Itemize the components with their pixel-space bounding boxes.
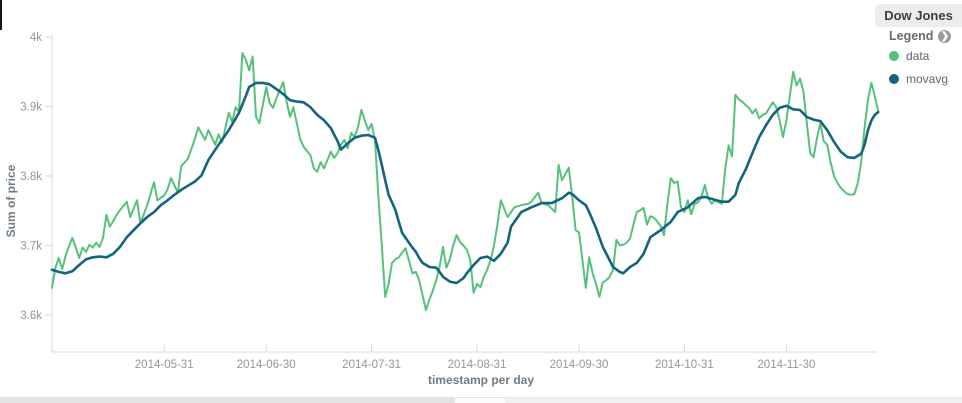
legend-item-movavg[interactable]: movavg	[889, 69, 948, 88]
legend-toggle[interactable]: Legend ❯	[889, 29, 952, 43]
legend: data movavg	[889, 46, 948, 92]
screen-edge-artifact	[0, 0, 2, 30]
x-tick-label: 2014-06-30	[237, 359, 296, 371]
y-tick-label: 3.6k	[20, 310, 42, 322]
y-tick-label: 3.7k	[20, 241, 42, 253]
legend-item-label: movavg	[906, 71, 949, 86]
x-tick-label: 2014-08-31	[448, 359, 507, 371]
legend-collapse-arrow-icon[interactable]: ❯	[938, 29, 952, 43]
x-tick-label: 2014-07-31	[342, 359, 401, 371]
y-tick-label: 3.8k	[20, 171, 42, 183]
series-line-data[interactable]	[51, 52, 880, 312]
legend-item-data[interactable]: data	[889, 46, 948, 65]
data-series-color-dot-icon	[889, 50, 899, 61]
x-tick-label: 2014-10-31	[655, 359, 714, 371]
x-axis-title: timestamp per day	[427, 373, 535, 387]
horizontal-scrollbar[interactable]	[0, 397, 962, 403]
x-tick-label: 2014-05-31	[135, 359, 194, 371]
y-axis-title: Sum of price	[4, 164, 18, 238]
scrollbar-thumb[interactable]	[0, 398, 455, 403]
legend-item-label: data	[906, 48, 930, 63]
chart-title: Dow Jones	[875, 4, 962, 27]
series-line-movavg[interactable]	[50, 81, 880, 285]
y-tick-label: 4k	[30, 32, 42, 44]
scrollbar-gap	[455, 398, 505, 403]
x-tick-label: 2014-09-30	[550, 359, 609, 371]
y-tick-label: 3.9k	[20, 102, 42, 114]
legend-label: Legend	[889, 29, 934, 43]
movavg-series-color-dot-icon	[889, 73, 899, 84]
x-tick-label: 2014-11-30	[757, 359, 815, 371]
